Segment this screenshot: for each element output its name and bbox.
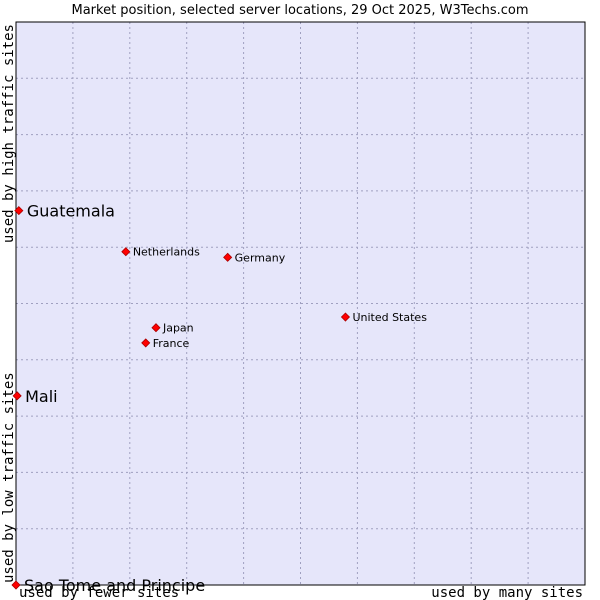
data-point-group: Sao Tome and Principe (11, 576, 205, 595)
data-point-label: France (153, 337, 190, 350)
data-point-marker (340, 312, 351, 322)
data-point-group: United States (340, 311, 427, 324)
data-point-marker (121, 247, 131, 257)
y-axis-label-top: used by high traffic sites (1, 24, 17, 243)
data-point-marker (141, 338, 151, 348)
data-point-group: Guatemala (14, 202, 115, 221)
data-point-label: Sao Tome and Principe (24, 576, 205, 595)
data-point-label: Mali (25, 387, 58, 406)
data-point-marker (223, 252, 233, 262)
x-axis-label-right: used by many sites (431, 585, 583, 600)
data-point-label: Netherlands (133, 246, 200, 259)
data-point-group: Netherlands (121, 246, 200, 259)
data-point-group: Mali (12, 387, 58, 406)
grid-lines (16, 22, 585, 585)
data-point-marker (14, 206, 24, 216)
data-points: Guatemala Netherlands Germany United States… (11, 202, 427, 595)
data-point-label: Japan (162, 322, 194, 335)
data-point-label: Guatemala (27, 202, 115, 221)
data-point-group: Japan (151, 322, 194, 335)
data-point-label: Germany (235, 251, 286, 264)
chart-title: Market position, selected server locatio… (71, 3, 528, 18)
data-point-marker (151, 323, 161, 333)
data-point-marker (11, 580, 21, 590)
data-point-group: Germany (223, 251, 286, 264)
plot-border (15, 21, 586, 586)
x-axis-label-left: used by fewer sites (19, 585, 179, 600)
data-point-label: United States (352, 311, 427, 324)
data-point-marker (12, 391, 22, 401)
y-axis-label-bottom: used by low traffic sites (1, 372, 17, 583)
data-point-group: France (141, 337, 190, 350)
